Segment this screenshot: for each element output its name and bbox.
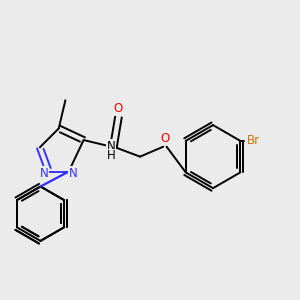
Text: O: O — [114, 102, 123, 115]
Text: N: N — [40, 167, 49, 180]
Text: Br: Br — [247, 134, 260, 147]
Text: O: O — [160, 132, 170, 145]
Text: N: N — [69, 167, 77, 180]
Text: H: H — [107, 149, 116, 163]
Text: N: N — [107, 140, 116, 152]
